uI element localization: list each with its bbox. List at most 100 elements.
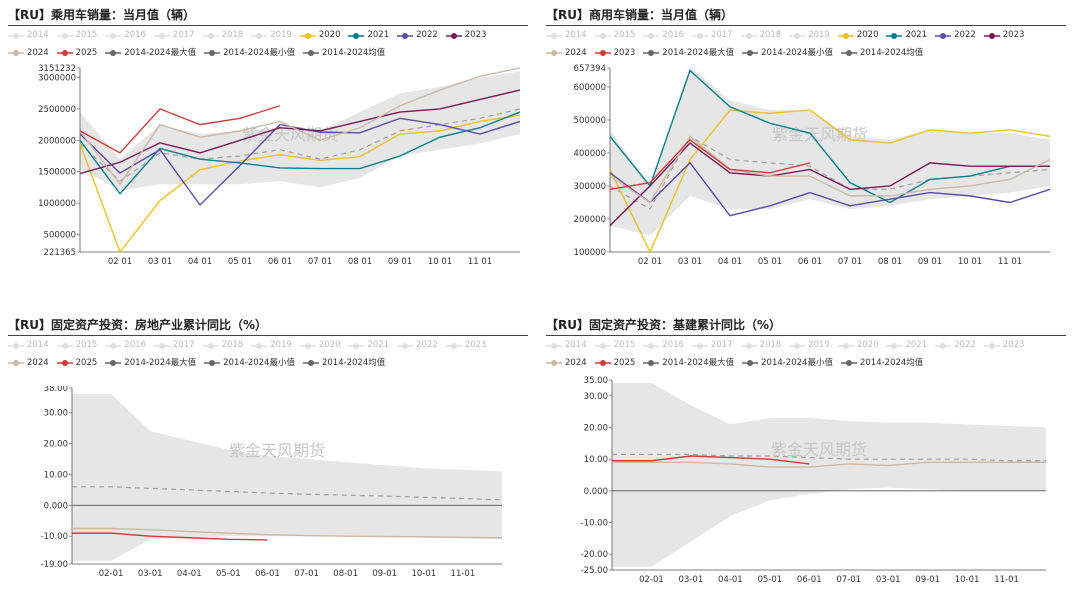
- legend-marker-icon: [594, 360, 611, 366]
- legend-label: 2021: [905, 340, 928, 350]
- legend-label: 2022: [954, 340, 976, 350]
- legend-label: 2017: [710, 30, 733, 40]
- legend-item[interactable]: 2023: [594, 46, 635, 61]
- legend-item[interactable]: 2014-2024最小值: [742, 356, 833, 371]
- legend-item[interactable]: 2014: [8, 28, 49, 43]
- legend-item[interactable]: 2018: [202, 28, 243, 43]
- legend-label: 2023: [1002, 30, 1025, 40]
- legend-item[interactable]: 2024: [546, 356, 587, 371]
- legend-label: 2025: [75, 47, 98, 58]
- legend-item[interactable]: 2017: [153, 338, 195, 353]
- legend-item[interactable]: 2015: [56, 338, 97, 353]
- legend-item[interactable]: 2014-2024均值: [840, 356, 924, 371]
- legend-item[interactable]: 2018: [740, 28, 781, 43]
- legend-item[interactable]: 2014-2024均值: [302, 356, 385, 371]
- legend-item[interactable]: 2020: [299, 28, 340, 43]
- legend-item[interactable]: 2019: [789, 28, 830, 43]
- legend-item[interactable]: 2022: [397, 338, 438, 353]
- legend-item[interactable]: 2014-2024最大值: [105, 356, 196, 371]
- legend-label: 2021: [367, 30, 390, 40]
- legend-item[interactable]: 2023: [445, 28, 486, 43]
- legend-item[interactable]: 2024: [8, 46, 49, 61]
- legend-label: 2020: [856, 30, 879, 40]
- legend-marker-icon: [153, 342, 170, 349]
- legend-item[interactable]: 2020: [837, 338, 878, 353]
- legend-item[interactable]: 2014: [546, 338, 587, 353]
- legend-item[interactable]: 2014-2024最大值: [643, 356, 734, 371]
- legend-item[interactable]: 2016: [105, 28, 146, 43]
- legend-item[interactable]: 2025: [594, 356, 635, 371]
- legend-marker-icon: [643, 360, 660, 366]
- legend-item[interactable]: 2020: [837, 28, 879, 43]
- legend-marker-icon: [546, 50, 562, 56]
- legend-item[interactable]: 2015: [594, 338, 635, 353]
- y-tick-label: 1000000: [38, 199, 76, 209]
- legend-label: 2018: [759, 340, 782, 350]
- legend-item[interactable]: 2014: [8, 338, 49, 353]
- legend-item[interactable]: 2025: [56, 46, 98, 61]
- legend-item[interactable]: 2016: [643, 28, 684, 43]
- x-tick-label: 07 01: [838, 257, 862, 267]
- y-tick-label: 3151232: [38, 64, 76, 74]
- x-tick-label: 04-01: [718, 575, 743, 585]
- legend-marker-icon: [302, 360, 319, 366]
- legend-item[interactable]: 2022: [397, 28, 438, 43]
- legend-item[interactable]: 2025: [56, 356, 97, 371]
- legend-item[interactable]: 2014-2024最大值: [643, 46, 734, 61]
- legend-item[interactable]: 2014-2024最小值: [204, 46, 295, 61]
- legend-item[interactable]: 2018: [202, 338, 244, 353]
- legend-item[interactable]: 2019: [251, 28, 292, 43]
- legend-item[interactable]: 2014-2024最小值: [742, 46, 833, 61]
- series-line-2021: [609, 69, 1050, 204]
- range-band: [610, 67, 1050, 236]
- title-divider: [546, 25, 1066, 26]
- x-tick-label: 07 01: [308, 257, 332, 267]
- legend-item[interactable]: 2017: [153, 28, 195, 43]
- x-tick-label: 05-01: [757, 575, 782, 585]
- legend-label: 2014: [565, 340, 587, 350]
- x-tick-label: 02 01: [108, 257, 132, 267]
- y-tick-label: 300000: [574, 182, 606, 192]
- legend-item[interactable]: 2015: [56, 28, 97, 43]
- legend-item[interactable]: 2014-2024最小值: [204, 356, 295, 371]
- legend-marker-icon: [8, 50, 24, 56]
- y-tick-label: 30.00: [584, 392, 608, 402]
- legend-item[interactable]: 2021: [886, 28, 927, 43]
- legend-item[interactable]: 2023: [983, 338, 1024, 353]
- legend-marker-icon: [837, 342, 854, 349]
- legend-item[interactable]: 2016: [105, 338, 146, 353]
- x-tick-label: 08-01: [333, 569, 358, 579]
- legend-marker-icon: [299, 342, 316, 349]
- legend-item[interactable]: 2014-2024均值: [302, 46, 385, 61]
- legend-label: 2014-2024均值: [859, 357, 924, 368]
- legend-item[interactable]: 2017: [691, 28, 733, 43]
- legend-marker-icon: [546, 360, 562, 366]
- legend-item[interactable]: 2024: [546, 46, 587, 61]
- legend-item[interactable]: 2023: [983, 28, 1025, 43]
- legend-item[interactable]: 2019: [789, 338, 830, 353]
- legend-item[interactable]: 2019: [251, 338, 292, 353]
- legend-item[interactable]: 2014: [546, 28, 587, 43]
- legend-label: 2016: [124, 30, 146, 40]
- legend-item[interactable]: 2014-2024均值: [840, 46, 923, 61]
- series-line-2025: [612, 455, 810, 465]
- legend-item[interactable]: 2021: [348, 338, 389, 353]
- legend-item[interactable]: 2024: [8, 356, 49, 371]
- legend-item[interactable]: 2015: [594, 28, 635, 43]
- legend-item[interactable]: 2017: [691, 338, 733, 353]
- chart-title: 【RU】乘用车销量：当月值（辆）: [8, 8, 195, 22]
- legend-item[interactable]: 2020: [299, 338, 340, 353]
- legend-item[interactable]: 2016: [643, 338, 684, 353]
- x-tick-label: 11-01: [451, 569, 476, 579]
- legend-marker-icon: [935, 342, 952, 349]
- legend-item[interactable]: 2022: [935, 338, 976, 353]
- legend-item[interactable]: 2022: [935, 28, 976, 43]
- legend-item[interactable]: 2021: [886, 338, 927, 353]
- legend-item[interactable]: 2023: [445, 338, 486, 353]
- legend-item[interactable]: 2021: [348, 28, 389, 43]
- legend-item[interactable]: 2014-2024最大值: [105, 46, 196, 61]
- x-tick-label: 06-01: [797, 575, 822, 585]
- watermark: 紫金天风期货: [229, 441, 325, 460]
- legend-label: 2018: [221, 340, 244, 350]
- legend-item[interactable]: 2018: [740, 338, 782, 353]
